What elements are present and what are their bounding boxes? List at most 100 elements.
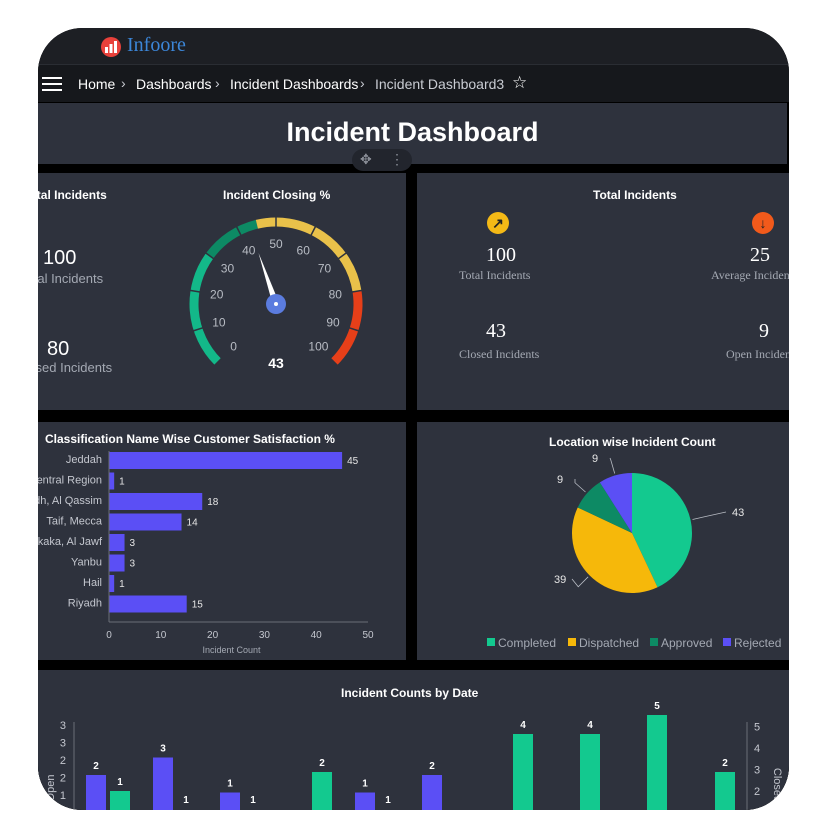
gauge-arc-low-mid [206, 219, 259, 259]
breadcrumb-home[interactable]: Home [78, 76, 116, 92]
bar [109, 513, 182, 531]
pie-value-label: 9 [557, 474, 563, 486]
bar-value-label: 4 [587, 720, 593, 731]
stat-value: 100 [43, 247, 77, 269]
title-panel: Incident Dashboard [38, 103, 787, 164]
bar-category-label: Taif, Mecca [46, 516, 103, 528]
y-tick-label: 5 [754, 722, 760, 734]
gauge-hub-dot [274, 302, 278, 306]
gauge-tick [205, 252, 215, 260]
location-pie-panel: Location wise Incident Count 43 39 9 9 Compl… [417, 422, 789, 660]
gauge-tick [329, 357, 339, 367]
bar-value-label: 5 [654, 701, 660, 712]
bar-category-label: Riyadh [68, 598, 102, 610]
gauge-title: Incident Closing % [223, 188, 331, 202]
gauge-tick-label: 90 [326, 316, 340, 330]
y-tick-label: 2 [754, 786, 760, 798]
arrow-down-icon: ↓ [752, 212, 774, 234]
gauge-tick [348, 327, 359, 332]
bar-value-label: 1 [183, 795, 189, 806]
bar-open [422, 775, 442, 810]
stat-label: Closed Incidents [38, 360, 113, 375]
bar-open [220, 792, 240, 810]
menu-icon[interactable] [42, 77, 62, 91]
breadcrumb-incident-dashboards[interactable]: Incident Dashboards [230, 76, 359, 92]
move-icon[interactable]: ✥ [360, 151, 372, 167]
arrow-up-right-icon: ↗ [487, 212, 509, 234]
bar-category-label: Jeddah [66, 454, 102, 466]
legend-swatch [568, 638, 576, 646]
date-bar-chart: 1 2 2 3 3 2 3 4 5 Open Closed 2 3 1 1 2 1 2 4 4 5 2 1 1 1 [45, 701, 783, 810]
gauge-tick [213, 357, 223, 367]
legend-swatch [650, 638, 658, 646]
bar-value-label: 1 [119, 477, 125, 488]
pie-slice [632, 473, 692, 588]
bar [109, 554, 125, 572]
bar-value-label: 45 [347, 456, 359, 467]
gauge-tick-label: 50 [269, 237, 283, 251]
kpi-value: 9 [759, 320, 769, 342]
x-axis-label: Incident Count [202, 645, 261, 655]
pie-value-label: 39 [554, 574, 566, 586]
page-title: Incident Dashboard [286, 117, 539, 147]
bar-value-label: 3 [130, 538, 136, 549]
bar-closed [110, 791, 130, 810]
breadcrumb-dashboards[interactable]: Dashboards [136, 76, 212, 92]
gauge-tick-label: 30 [221, 262, 235, 276]
pie-slice [577, 482, 632, 533]
pie-value-label: 9 [592, 453, 598, 465]
favorite-star-icon[interactable]: ☆ [512, 73, 528, 92]
bar-closed [647, 715, 667, 810]
bar-value-label: 14 [187, 518, 199, 529]
stats-panel-title: Total Incidents [38, 188, 107, 202]
bar-value-label: 4 [520, 720, 526, 731]
y-tick-label: 4 [754, 743, 760, 755]
breadcrumb-separator-icon: › [215, 75, 220, 91]
bar-value-label: 18 [207, 497, 219, 508]
gauge-tick-label: 10 [212, 316, 226, 330]
gauge-tick [193, 327, 204, 332]
bar-value-label: 1 [227, 779, 233, 790]
legend-label: Rejected [734, 636, 781, 650]
widget-move-handle[interactable]: ✥ ⋮ [352, 149, 412, 171]
y-tick-label: 2 [60, 755, 66, 767]
gauge-tick [351, 289, 363, 293]
bar [109, 472, 115, 490]
bar-closed [715, 772, 735, 810]
y-axis-label-right: Closed [771, 768, 783, 802]
y-tick-label: 1 [60, 790, 66, 802]
dashboard-canvas: Incident Dashboard ✥ ⋮ Total Incidents 1… [38, 102, 789, 810]
bar [109, 595, 187, 613]
bar-value-label: 2 [429, 761, 435, 772]
gauge-tick-label: 100 [308, 339, 328, 353]
bar-closed [580, 734, 600, 810]
logo-text[interactable]: Infoore [127, 34, 186, 56]
bar-value-label: 2 [722, 758, 728, 769]
gauge-tick [337, 252, 347, 260]
y-tick-label: 2 [60, 773, 66, 785]
logo-icon [101, 37, 121, 57]
gauge-tick [189, 289, 201, 293]
gauge-tick [235, 226, 242, 236]
kpi-value: 43 [486, 320, 506, 342]
kpi-label: Total Incidents [459, 268, 531, 282]
legend-label: Approved [661, 636, 712, 650]
date-chart-title: Incident Counts by Date [341, 686, 479, 700]
pie-slice [572, 507, 658, 593]
bar-open [355, 792, 375, 810]
more-options-icon[interactable]: ⋮ [390, 151, 404, 167]
bar-category-label: Hail [83, 577, 102, 589]
bar-value-label: 1 [117, 777, 123, 788]
bar-closed [513, 734, 533, 810]
gauge-tick-label: 40 [242, 244, 256, 258]
bar-open [153, 757, 173, 810]
bar-value-label: 3 [130, 559, 136, 570]
stats-gauge-panel: Total Incidents 100 Total Incidents 80 C… [38, 173, 406, 410]
legend-label: Dispatched [579, 636, 639, 650]
pie-chart-title: Location wise Incident Count [549, 435, 716, 449]
pie-slice [599, 473, 632, 533]
bar [109, 493, 203, 510]
kpi-value: 25 [750, 244, 770, 266]
bar-category-label: Central Region [38, 475, 102, 487]
bar-closed [312, 772, 332, 810]
